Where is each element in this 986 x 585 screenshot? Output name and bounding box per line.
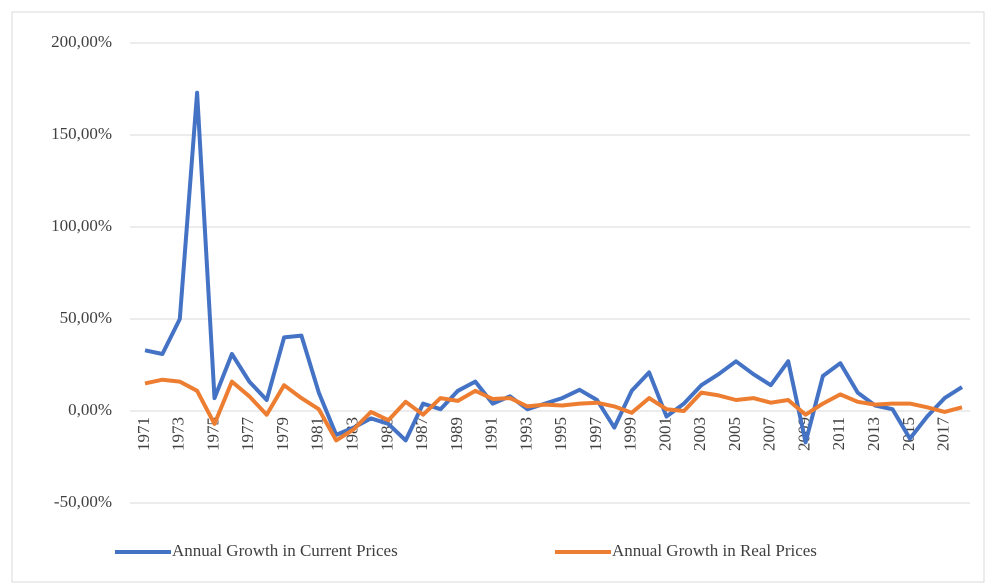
x-tick-label: 1973 [169, 417, 188, 451]
y-tick-label: 200,00% [51, 32, 112, 51]
y-tick-label: 150,00% [51, 124, 112, 143]
line-series [144, 90, 964, 445]
y-tick-label: -50,00% [54, 492, 112, 511]
x-tick-label: 1971 [134, 417, 153, 451]
chart-frame [11, 11, 985, 583]
x-tick-label: 2017 [934, 417, 953, 452]
y-tick-label: 0,00% [68, 400, 112, 419]
line-series [144, 377, 963, 443]
x-tick-label: 1997 [586, 417, 605, 452]
x-tick-label: 1991 [482, 417, 501, 451]
x-tick-label: 1989 [447, 417, 466, 451]
x-tick-label: 1977 [238, 417, 257, 452]
x-tick-label: 2003 [690, 417, 709, 451]
legend-label: Annual Growth in Real Prices [612, 541, 817, 560]
x-tick-label: 2005 [725, 417, 744, 451]
x-tick-label: 1987 [412, 417, 431, 452]
x-tick-label: 1999 [621, 417, 640, 451]
x-tick-label: 2013 [864, 417, 883, 451]
x-tick-label: 1993 [516, 417, 535, 451]
x-tick-label: 1995 [551, 417, 570, 451]
x-tick-label: 2007 [760, 417, 779, 452]
x-tick-label: 1975 [203, 417, 222, 451]
x-tick-label: 1979 [273, 417, 292, 451]
x-tick-label: 2001 [655, 417, 674, 451]
x-tick-label: 2011 [829, 417, 848, 450]
x-tick-label: 1981 [308, 417, 327, 451]
y-tick-label: 50,00% [60, 308, 112, 327]
y-tick-label: 100,00% [51, 216, 112, 235]
legend-label: Annual Growth in Current Prices [172, 541, 398, 560]
